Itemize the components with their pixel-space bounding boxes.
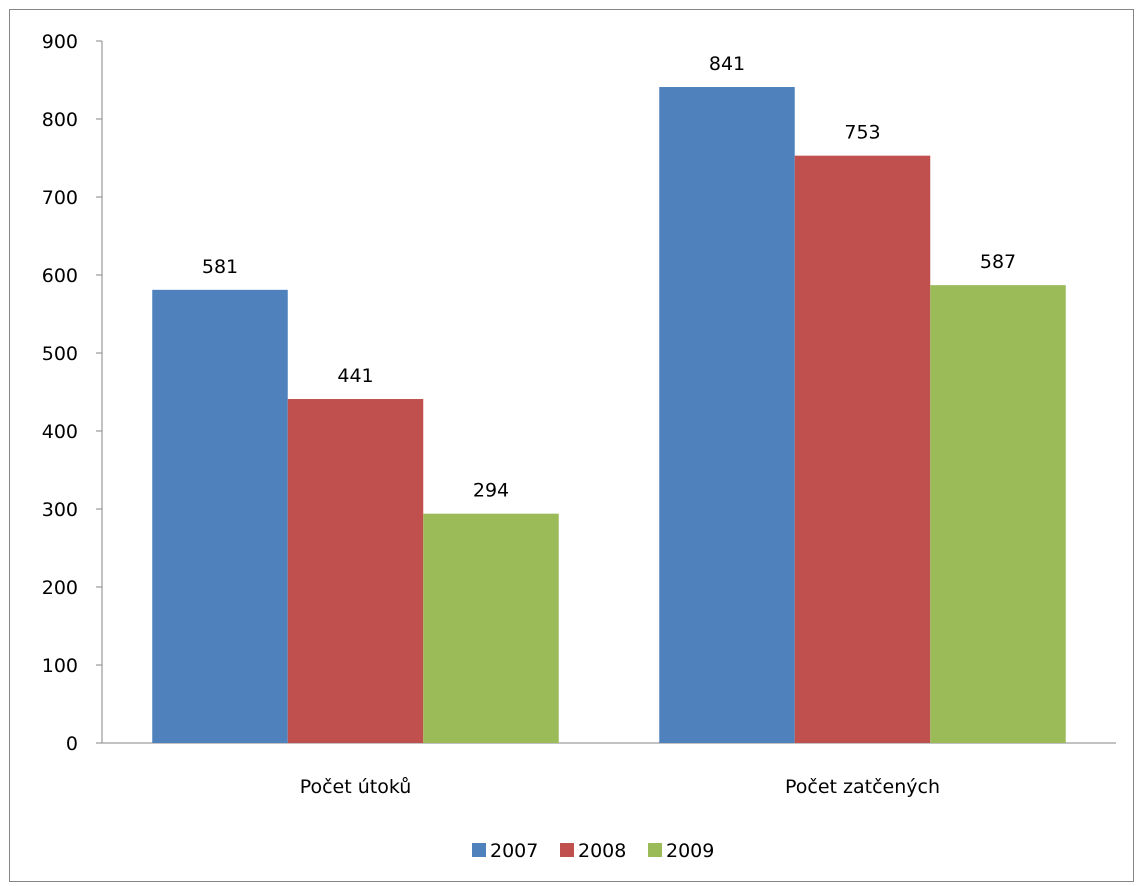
- data-label: 753: [844, 122, 880, 144]
- y-tick-label: 900: [42, 31, 78, 53]
- bar-2009-1: [930, 285, 1066, 743]
- bar-2008-1: [794, 155, 931, 743]
- bar-2007-1: [659, 87, 795, 743]
- legend-swatch: [648, 843, 662, 857]
- bar-2009-0: [423, 513, 559, 743]
- bar-2008-0: [287, 399, 424, 743]
- data-label: 441: [337, 365, 373, 387]
- data-labels: 581 441 294 841 753 587: [202, 53, 1016, 502]
- bar-2007-0: [152, 289, 288, 743]
- y-tick-label: 600: [42, 265, 78, 287]
- legend-swatch: [560, 843, 574, 857]
- legend-swatch: [472, 843, 486, 857]
- bars: [152, 87, 1066, 743]
- data-label: 294: [473, 480, 509, 502]
- y-tick-label: 100: [42, 655, 78, 677]
- y-tick-label: 0: [66, 733, 78, 755]
- y-tick-label: 500: [42, 343, 78, 365]
- data-label: 581: [202, 256, 238, 278]
- y-tick-label: 200: [42, 577, 78, 599]
- legend-label: 2009: [666, 840, 714, 862]
- legend-label: 2007: [490, 840, 538, 862]
- legend: 2007 2008 2009: [472, 840, 714, 862]
- legend-label: 2008: [578, 840, 626, 862]
- y-tick-label: 700: [42, 187, 78, 209]
- y-tick-label: 400: [42, 421, 78, 443]
- y-tick-label: 300: [42, 499, 78, 521]
- y-tick-label: 800: [42, 109, 78, 131]
- data-label: 841: [709, 53, 745, 75]
- category-label: Počet útoků: [300, 776, 412, 798]
- category-label: Počet zatčených: [785, 776, 940, 798]
- data-label: 587: [980, 251, 1016, 273]
